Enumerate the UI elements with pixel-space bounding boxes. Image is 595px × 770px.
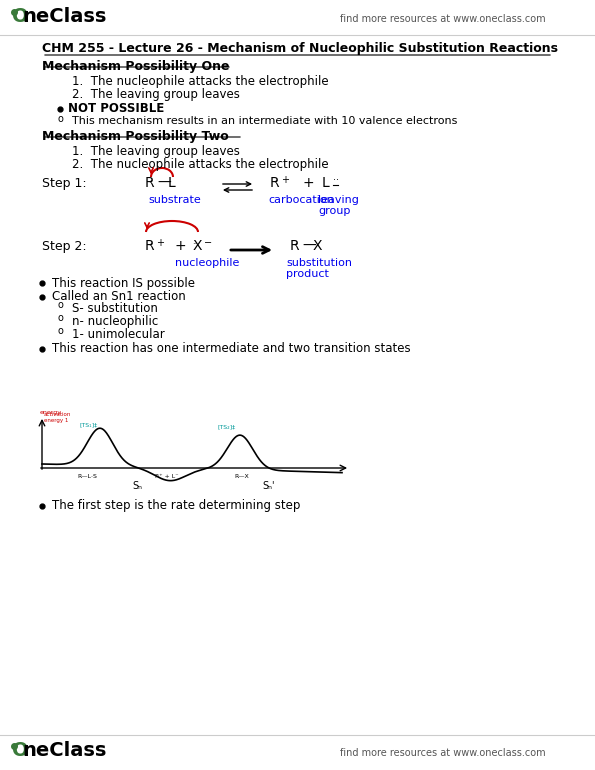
Text: Called an Sn1 reaction: Called an Sn1 reaction xyxy=(52,290,186,303)
Text: product: product xyxy=(286,269,329,279)
Text: neClass: neClass xyxy=(22,741,107,760)
Text: S- substitution: S- substitution xyxy=(72,302,158,315)
Text: This reaction IS possible: This reaction IS possible xyxy=(52,276,195,290)
Text: R: R xyxy=(145,176,155,190)
Text: 1.  The leaving group leaves: 1. The leaving group leaves xyxy=(72,145,240,158)
Text: R⁺ + L⁻: R⁺ + L⁻ xyxy=(155,474,178,479)
Text: +: + xyxy=(302,176,314,190)
Text: 2.  The leaving group leaves: 2. The leaving group leaves xyxy=(72,88,240,101)
Text: R: R xyxy=(290,239,300,253)
Text: Mechanism Possibility One: Mechanism Possibility One xyxy=(42,60,230,73)
Text: +: + xyxy=(156,238,164,248)
Text: This mechanism results in an intermediate with 10 valence electrons: This mechanism results in an intermediat… xyxy=(72,116,458,126)
Text: X: X xyxy=(193,239,202,253)
Text: L: L xyxy=(168,176,176,190)
Text: R—X: R—X xyxy=(234,474,249,479)
Text: Sₙ': Sₙ' xyxy=(262,481,274,491)
Text: o: o xyxy=(58,114,64,124)
Text: O: O xyxy=(12,741,29,760)
Text: +: + xyxy=(281,175,289,185)
Text: substrate: substrate xyxy=(148,195,201,205)
Text: +: + xyxy=(175,239,187,253)
Text: R: R xyxy=(270,176,280,190)
Text: −: − xyxy=(204,238,212,248)
Text: NOT POSSIBLE: NOT POSSIBLE xyxy=(68,102,164,115)
Text: O: O xyxy=(12,7,29,26)
Text: 2.  The nucleophile attacks the electrophile: 2. The nucleophile attacks the electroph… xyxy=(72,158,328,171)
Text: neClass: neClass xyxy=(22,7,107,26)
Text: —: — xyxy=(157,176,171,190)
Text: o: o xyxy=(58,326,64,336)
Text: nucleophile: nucleophile xyxy=(175,258,239,268)
Text: —: — xyxy=(302,239,316,253)
Text: [TS₁]‡: [TS₁]‡ xyxy=(80,422,98,427)
Text: L: L xyxy=(322,176,330,190)
Text: ··: ·· xyxy=(192,240,198,249)
Text: activation
energy 1: activation energy 1 xyxy=(44,412,71,423)
Text: This reaction has one intermediate and two transition states: This reaction has one intermediate and t… xyxy=(52,343,411,356)
Text: energy: energy xyxy=(40,410,62,415)
Text: 1.  The nucleophile attacks the electrophile: 1. The nucleophile attacks the electroph… xyxy=(72,75,328,88)
Text: R—L·S: R—L·S xyxy=(77,474,97,479)
Text: Mechanism Possibility Two: Mechanism Possibility Two xyxy=(42,130,228,143)
Text: Sₙ: Sₙ xyxy=(132,481,142,491)
Text: n- nucleophilic: n- nucleophilic xyxy=(72,315,158,328)
Text: R: R xyxy=(145,239,155,253)
Text: Step 1:: Step 1: xyxy=(42,177,87,190)
Text: leaving: leaving xyxy=(318,195,359,205)
Text: CHM 255 - Lecture 26 - Mechanism of Nucleophilic Substitution Reactions: CHM 255 - Lecture 26 - Mechanism of Nucl… xyxy=(42,42,558,55)
Text: o: o xyxy=(58,300,64,310)
Text: group: group xyxy=(318,206,350,216)
Text: carbocation: carbocation xyxy=(268,195,334,205)
Text: ··: ·· xyxy=(333,175,339,185)
Text: find more resources at www.oneclass.com: find more resources at www.oneclass.com xyxy=(340,748,546,758)
Text: 1- unimolecular: 1- unimolecular xyxy=(72,328,165,341)
Text: Step 2:: Step 2: xyxy=(42,240,87,253)
Text: substitution: substitution xyxy=(286,258,352,268)
Text: [TS₂]‡: [TS₂]‡ xyxy=(217,424,235,429)
Text: X: X xyxy=(313,239,322,253)
Text: find more resources at www.oneclass.com: find more resources at www.oneclass.com xyxy=(340,14,546,24)
Text: The first step is the rate determining step: The first step is the rate determining s… xyxy=(52,500,300,513)
Text: o: o xyxy=(58,313,64,323)
